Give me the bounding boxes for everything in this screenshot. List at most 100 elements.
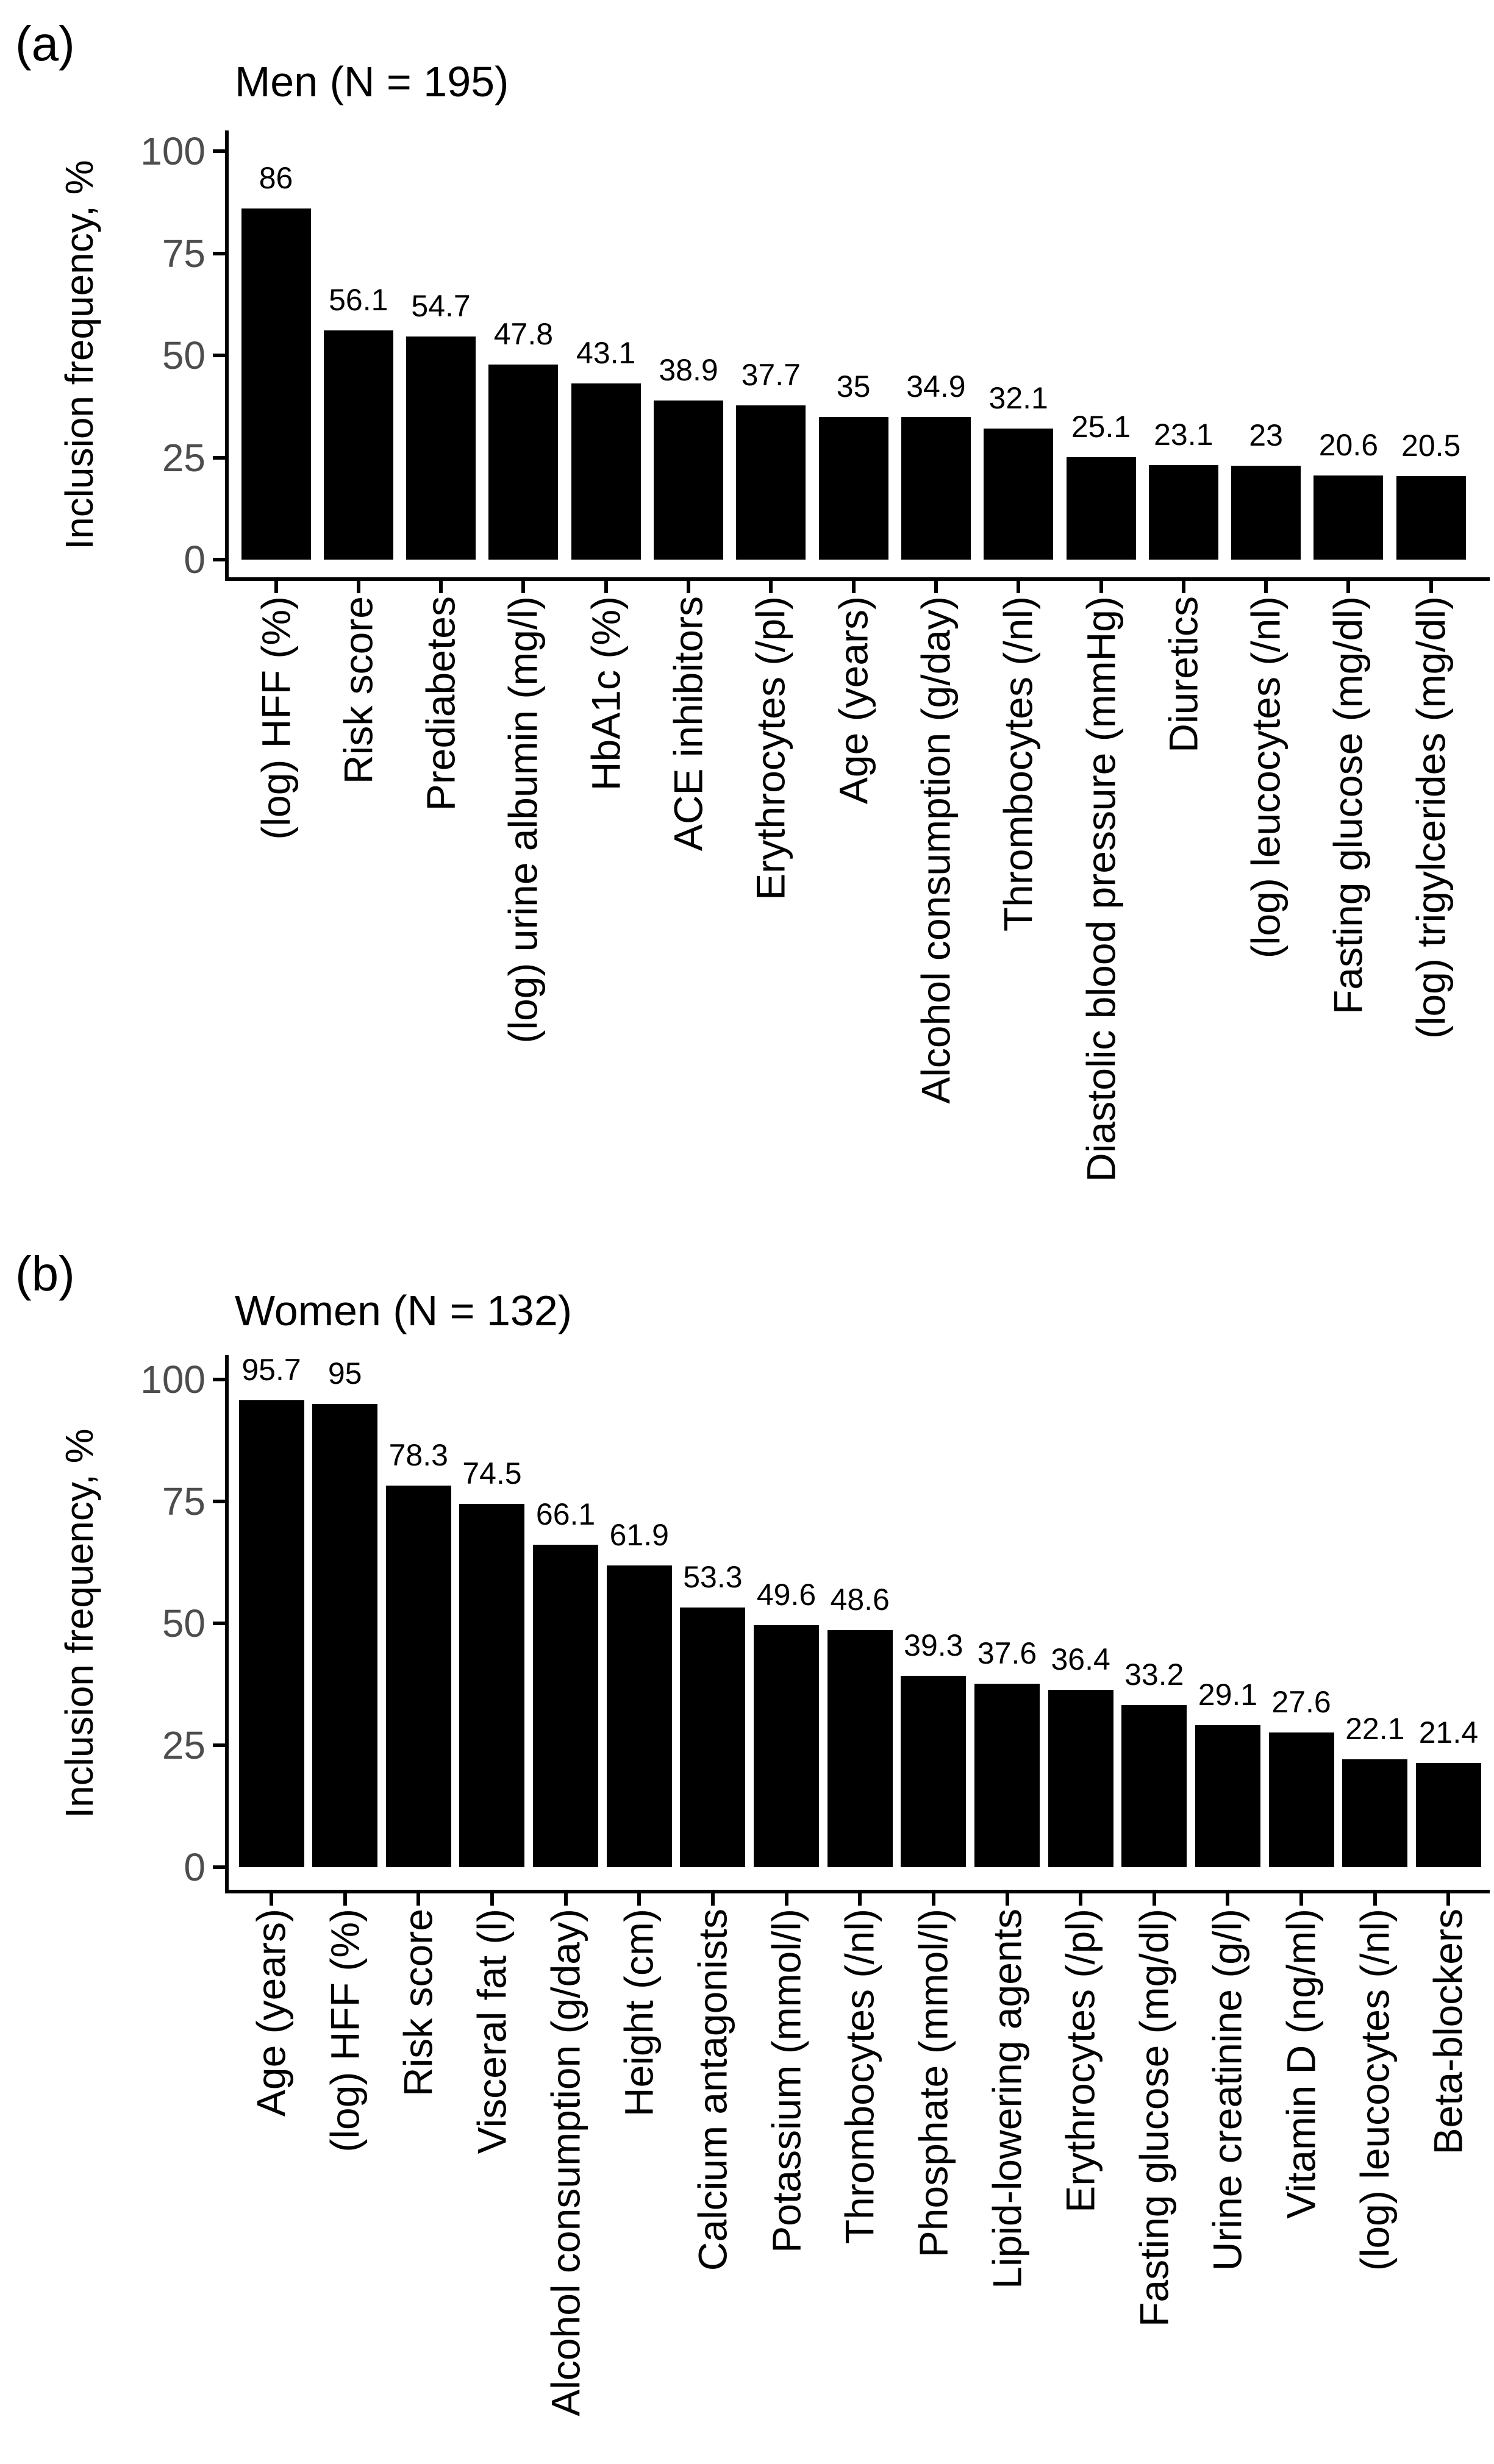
- x-tick: [343, 1893, 347, 1906]
- x-category-label: Diuretics: [1160, 596, 1206, 753]
- bar-value-label: 32.1: [988, 380, 1048, 415]
- x-tick: [710, 1893, 715, 1906]
- x-tick: [521, 581, 526, 593]
- x-tick: [1446, 1893, 1451, 1906]
- bar-value-label: 74.5: [462, 1456, 522, 1490]
- x-category-label: (log) leucocytes (/nl): [1243, 596, 1288, 959]
- y-tick: [213, 1622, 225, 1625]
- bar-value-label: 23.1: [1154, 418, 1213, 452]
- x-category-label: Visceral fat (l): [469, 1909, 515, 2154]
- x-category-label: ACE inhibitors: [665, 596, 711, 852]
- y-tick-label: 75: [162, 1479, 206, 1523]
- x-tick: [858, 1893, 862, 1906]
- x-category-label: Age (years): [830, 596, 876, 805]
- bar-value-label: 20.5: [1401, 428, 1461, 463]
- bar: [571, 383, 641, 560]
- bar: [406, 336, 476, 560]
- bar-value-label: 37.6: [977, 1636, 1037, 1671]
- y-tick: [213, 455, 225, 460]
- x-tick: [1346, 581, 1351, 593]
- y-tick-label: 50: [162, 333, 206, 377]
- bar-value-label: 25.1: [1071, 409, 1131, 444]
- x-category-label: Lipid-lowering agents: [984, 1909, 1029, 2289]
- y-axis-line: [225, 130, 229, 581]
- bar: [1342, 1759, 1408, 1867]
- bar-value-label: 27.6: [1271, 1685, 1331, 1720]
- x-category-label: HbA1c (%): [583, 596, 629, 791]
- x-tick: [490, 1893, 494, 1906]
- y-tick-label: 0: [184, 538, 206, 582]
- x-category-label: Height (cm): [616, 1909, 662, 2117]
- bar: [754, 1625, 820, 1867]
- x-tick: [784, 1893, 788, 1906]
- bar-value-label: 22.1: [1345, 1712, 1405, 1747]
- x-category-label: (log) leucocytes (/nl): [1352, 1909, 1398, 2271]
- y-tick: [213, 354, 225, 357]
- bar: [974, 1684, 1040, 1867]
- y-tick: [213, 251, 225, 255]
- x-tick: [1005, 1893, 1009, 1906]
- x-axis-line: [225, 577, 1490, 581]
- bar-value-label: 95.7: [241, 1353, 301, 1387]
- x-tick: [851, 581, 856, 593]
- x-tick: [563, 1893, 568, 1906]
- x-category-label: Fasting glucose (mg/dl): [1325, 596, 1371, 1014]
- y-tick-label: 100: [140, 129, 206, 173]
- x-tick: [769, 581, 773, 593]
- bar-value-label: 39.3: [904, 1628, 963, 1662]
- x-category-label: Erythrocytes (/pl): [748, 596, 793, 900]
- bar-value-label: 43.1: [576, 336, 636, 371]
- x-tick: [1226, 1893, 1230, 1906]
- x-tick: [416, 1893, 421, 1906]
- y-tick-label: 25: [162, 435, 206, 480]
- bar: [1148, 465, 1218, 560]
- x-category-label: (log) urine albumin (mg/l): [500, 596, 546, 1044]
- bar-value-label: 38.9: [659, 353, 718, 388]
- bar: [1231, 465, 1301, 560]
- bar-value-label: 47.8: [493, 316, 554, 351]
- x-tick: [1152, 1893, 1156, 1906]
- bar-value-label: 23: [1249, 418, 1283, 452]
- bar: [488, 364, 559, 560]
- x-tick: [687, 581, 690, 593]
- y-tick: [213, 1500, 225, 1503]
- x-category-label: Diastolic blood pressure (mmHg): [1078, 596, 1123, 1182]
- bar: [241, 208, 311, 560]
- bar: [901, 417, 971, 560]
- bar-value-label: 86: [259, 160, 293, 195]
- x-tick: [1429, 581, 1433, 593]
- bar: [736, 405, 806, 560]
- bar: [984, 428, 1054, 560]
- x-category-label: Calcium antagonists: [690, 1909, 735, 2271]
- bar-value-label: 21.4: [1418, 1715, 1479, 1750]
- y-tick: [213, 1743, 225, 1747]
- x-category-label: Alcohol consumption (g/day): [913, 596, 959, 1104]
- x-category-label: Prediabetes: [418, 596, 463, 811]
- x-category-label: Vitamin D (ng/ml): [1278, 1909, 1324, 2219]
- y-tick-label: 100: [140, 1358, 206, 1401]
- bar-value-label: 36.4: [1051, 1642, 1110, 1676]
- x-tick: [637, 1893, 642, 1906]
- bar: [1268, 1732, 1334, 1867]
- y-tick-label: 0: [184, 1845, 206, 1889]
- bar-value-label: 56.1: [329, 283, 388, 318]
- bar-value-label: 54.7: [411, 288, 471, 323]
- x-tick: [356, 581, 360, 593]
- x-tick: [1099, 581, 1103, 593]
- bar-value-label: 20.6: [1318, 427, 1379, 462]
- x-category-label: Beta-blockers: [1425, 1909, 1471, 2155]
- bar: [680, 1607, 746, 1867]
- x-category-label: Alcohol consumption (g/day): [542, 1909, 588, 2416]
- bar: [827, 1630, 893, 1867]
- x-tick: [1264, 581, 1268, 593]
- x-tick: [604, 581, 608, 593]
- y-tick: [213, 149, 225, 153]
- bar: [1066, 457, 1136, 560]
- bar-value-label: 34.9: [906, 369, 966, 404]
- bar-value-label: 37.7: [741, 358, 801, 393]
- y-tick-label: 75: [162, 231, 206, 276]
- bar-value-label: 48.6: [830, 1583, 890, 1617]
- y-tick-label: 50: [162, 1601, 206, 1645]
- x-tick: [270, 1893, 273, 1906]
